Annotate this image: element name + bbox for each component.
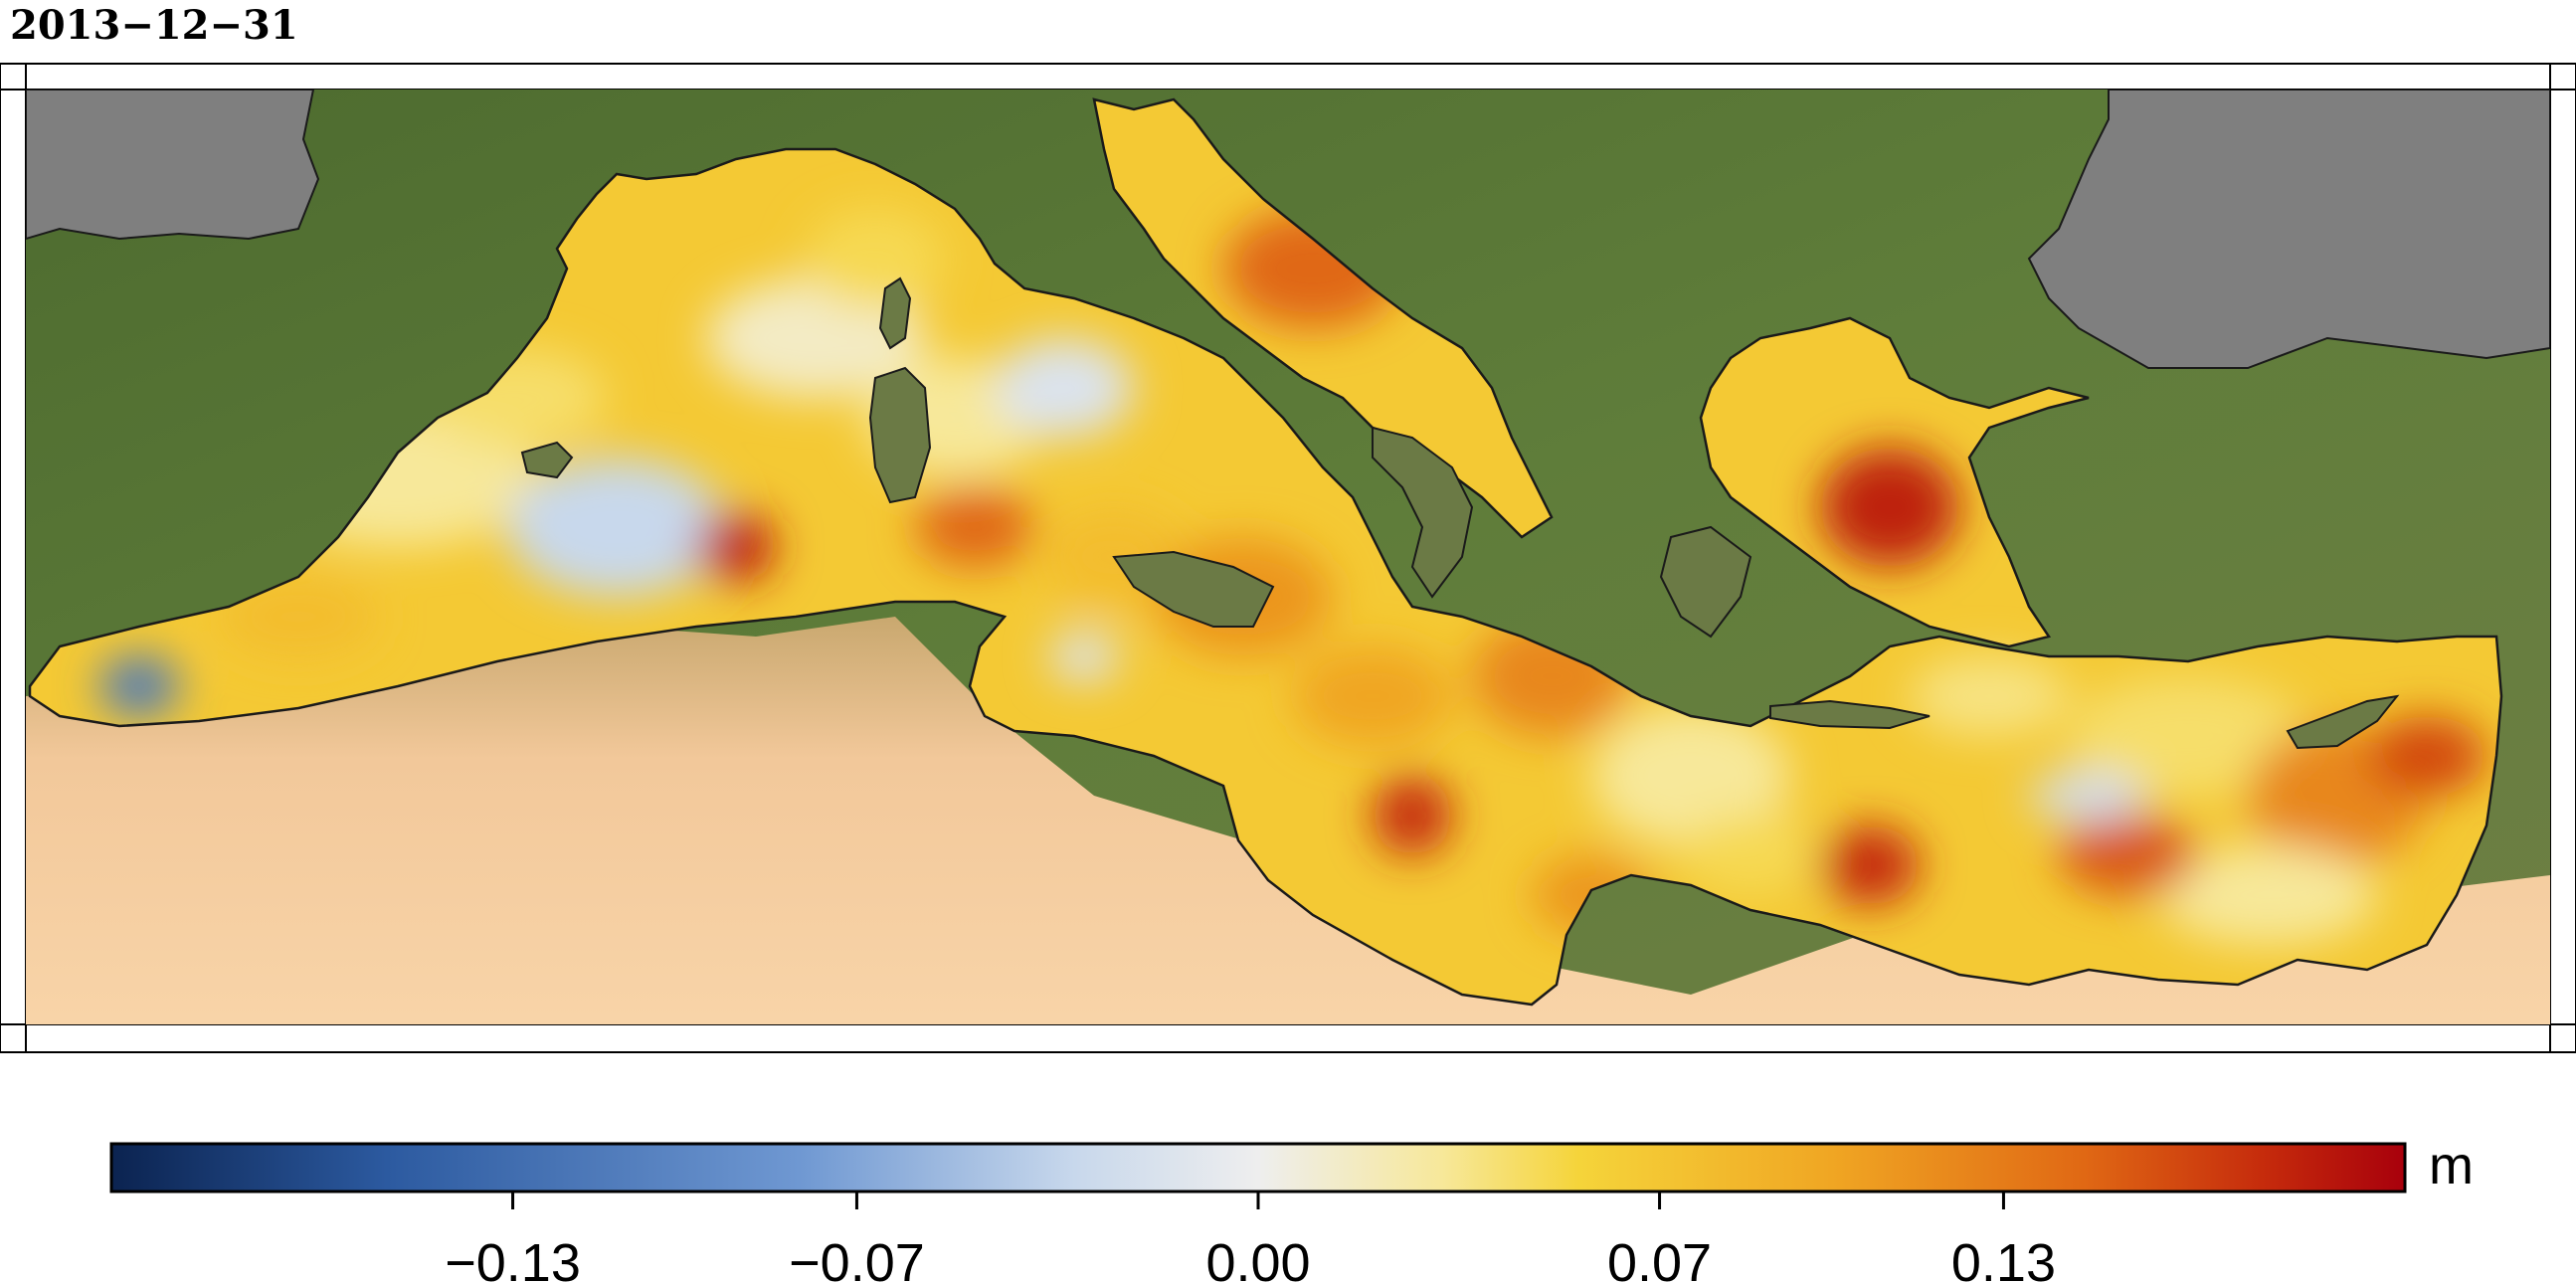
anomaly-spot-ionian-low: [1049, 632, 1119, 681]
island-cyprus: [2286, 694, 2400, 750]
colorbar-ticks: −0.13 −0.07 0.00 0.07 0.13: [445, 1191, 2056, 1283]
colorbar-tick-label: −0.07: [789, 1233, 925, 1283]
island-mallorca: [520, 441, 574, 479]
colorbar: m −0.13 −0.07 0.00 0.07 0.13: [109, 1136, 2474, 1283]
anomaly-spot-aegean-high: [1820, 448, 1959, 567]
desert-region: [26, 617, 2550, 1024]
anomaly-spot-levantine-high: [1820, 825, 1920, 905]
anomaly-spot-algerian-high: [696, 512, 776, 582]
anomaly-texture-blob: [2069, 676, 2307, 796]
anomaly-texture-blob: [1681, 816, 1820, 895]
island-sardinia: [868, 366, 932, 504]
anomaly-texture-blob: [806, 209, 945, 308]
anomaly-spot-ionian-high: [1373, 776, 1452, 855]
anomaly-texture-blob: [1293, 646, 1452, 746]
sea-anomaly-field: [28, 97, 2503, 1007]
colorbar-tick-label: 0.00: [1205, 1233, 1310, 1283]
anomaly-texture-blob: [1591, 706, 1790, 845]
anomaly-spot-balearic-low: [507, 458, 726, 597]
colorbar-gradient: [109, 1142, 2407, 1193]
colorbar-tick-label: −0.13: [445, 1233, 581, 1283]
anomaly-spot-levantine-low: [2029, 771, 2148, 821]
black-sea-outside-basin: [2027, 90, 2550, 369]
colorbar-tick-label: 0.13: [1951, 1233, 2056, 1283]
colorbar-tick-label: 0.07: [1607, 1233, 1712, 1283]
island-corsica: [878, 276, 912, 350]
anomaly-texture-blob: [2367, 716, 2486, 796]
anomaly-texture-blob: [2158, 845, 2377, 945]
anomaly-texture-blob: [915, 487, 1034, 567]
map-date-title: 2013−12−31: [10, 2, 298, 49]
colorbar-unit: m: [2429, 1136, 2474, 1195]
atlantic-outside-basin: [26, 90, 320, 241]
anomaly-texture-blob: [2059, 816, 2198, 895]
anomaly-texture-blob: [219, 577, 378, 656]
island-crete: [1769, 699, 1931, 730]
island-italy-boot: [1372, 426, 1474, 599]
islands: [520, 276, 2400, 750]
island-sicily: [1112, 550, 1275, 628]
anomaly-texture-blob: [706, 278, 925, 398]
anomaly-spot-tyrrhenian-low: [995, 338, 1134, 438]
island-peloponnese: [1659, 525, 1752, 639]
coastline: [28, 97, 2503, 1007]
anomaly-texture-blob: [1910, 656, 2069, 736]
anomaly-spot-alboran-low: [99, 656, 179, 716]
